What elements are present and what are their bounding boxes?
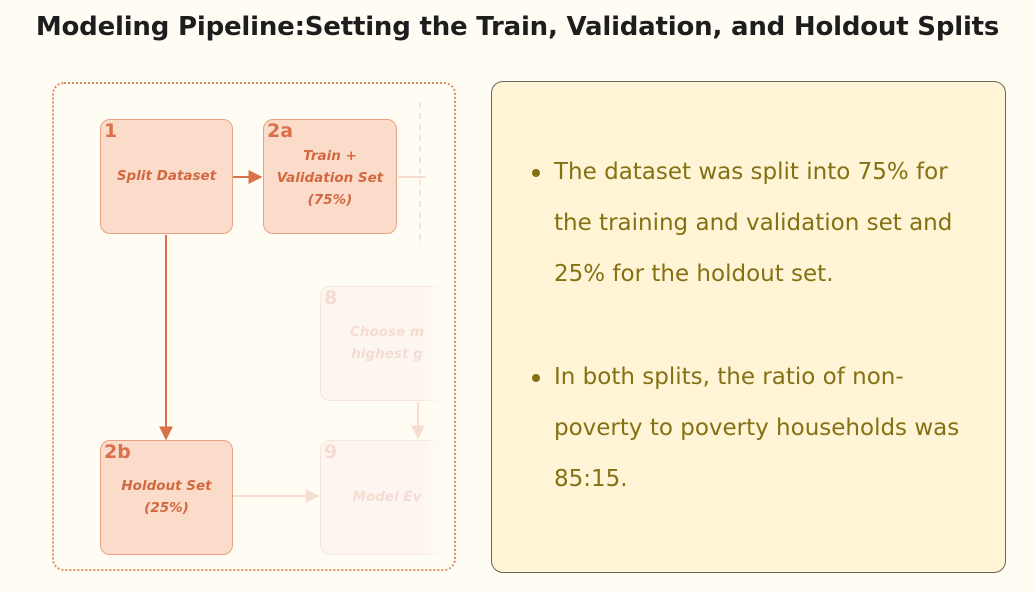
node-label-line: Validation Set [276, 170, 384, 186]
bullet-list: The dataset was split into 75% for the t… [526, 147, 986, 505]
node-label: Train + Validation Set (75%) [264, 145, 396, 211]
bullet-item: The dataset was split into 75% for the t… [526, 147, 986, 300]
bullet-text: The dataset was split into 75% for the t… [554, 159, 953, 287]
page-title: Modeling Pipeline:Setting the Train, Val… [35, 12, 1000, 42]
node-label-line: Model Ev [352, 489, 422, 505]
node-split-dataset: 1 Split Dataset [100, 119, 233, 234]
bullet-dot-icon [532, 374, 540, 382]
node-label-line: Train + [303, 148, 357, 164]
node-label-line: (25%) [144, 500, 189, 516]
diagram-connectors [159, 102, 426, 503]
node-label: Choose m highest g [321, 321, 453, 365]
node-number: 9 [324, 441, 338, 463]
node-number: 2a [267, 120, 294, 142]
node-label: Split Dataset [101, 165, 232, 187]
node-label: Holdout Set (25%) [101, 475, 232, 519]
pipeline-diagram: 1 Split Dataset 2a Train + Validation Se… [52, 82, 456, 571]
node-label-line: highest g [351, 346, 423, 362]
node-label-line: Choose m [349, 324, 425, 340]
node-train-validation-set: 2a Train + Validation Set (75%) [263, 119, 397, 234]
fade-overlay [422, 84, 454, 569]
node-label-line: Holdout Set [121, 478, 212, 494]
node-label-line: (75%) [307, 192, 353, 208]
bullet-dot-icon [532, 169, 540, 177]
summary-panel: The dataset was split into 75% for the t… [491, 81, 1006, 573]
node-label: Model Ev [321, 486, 453, 508]
node-holdout-set: 2b Holdout Set (25%) [100, 440, 233, 555]
node-label-line: Split Dataset [116, 168, 217, 184]
bullet-item: In both splits, the ratio of non-poverty… [526, 352, 986, 505]
node-number: 1 [104, 120, 118, 142]
bullet-text: In both splits, the ratio of non-poverty… [554, 364, 960, 492]
node-number: 8 [324, 287, 338, 309]
node-number: 2b [104, 441, 131, 463]
